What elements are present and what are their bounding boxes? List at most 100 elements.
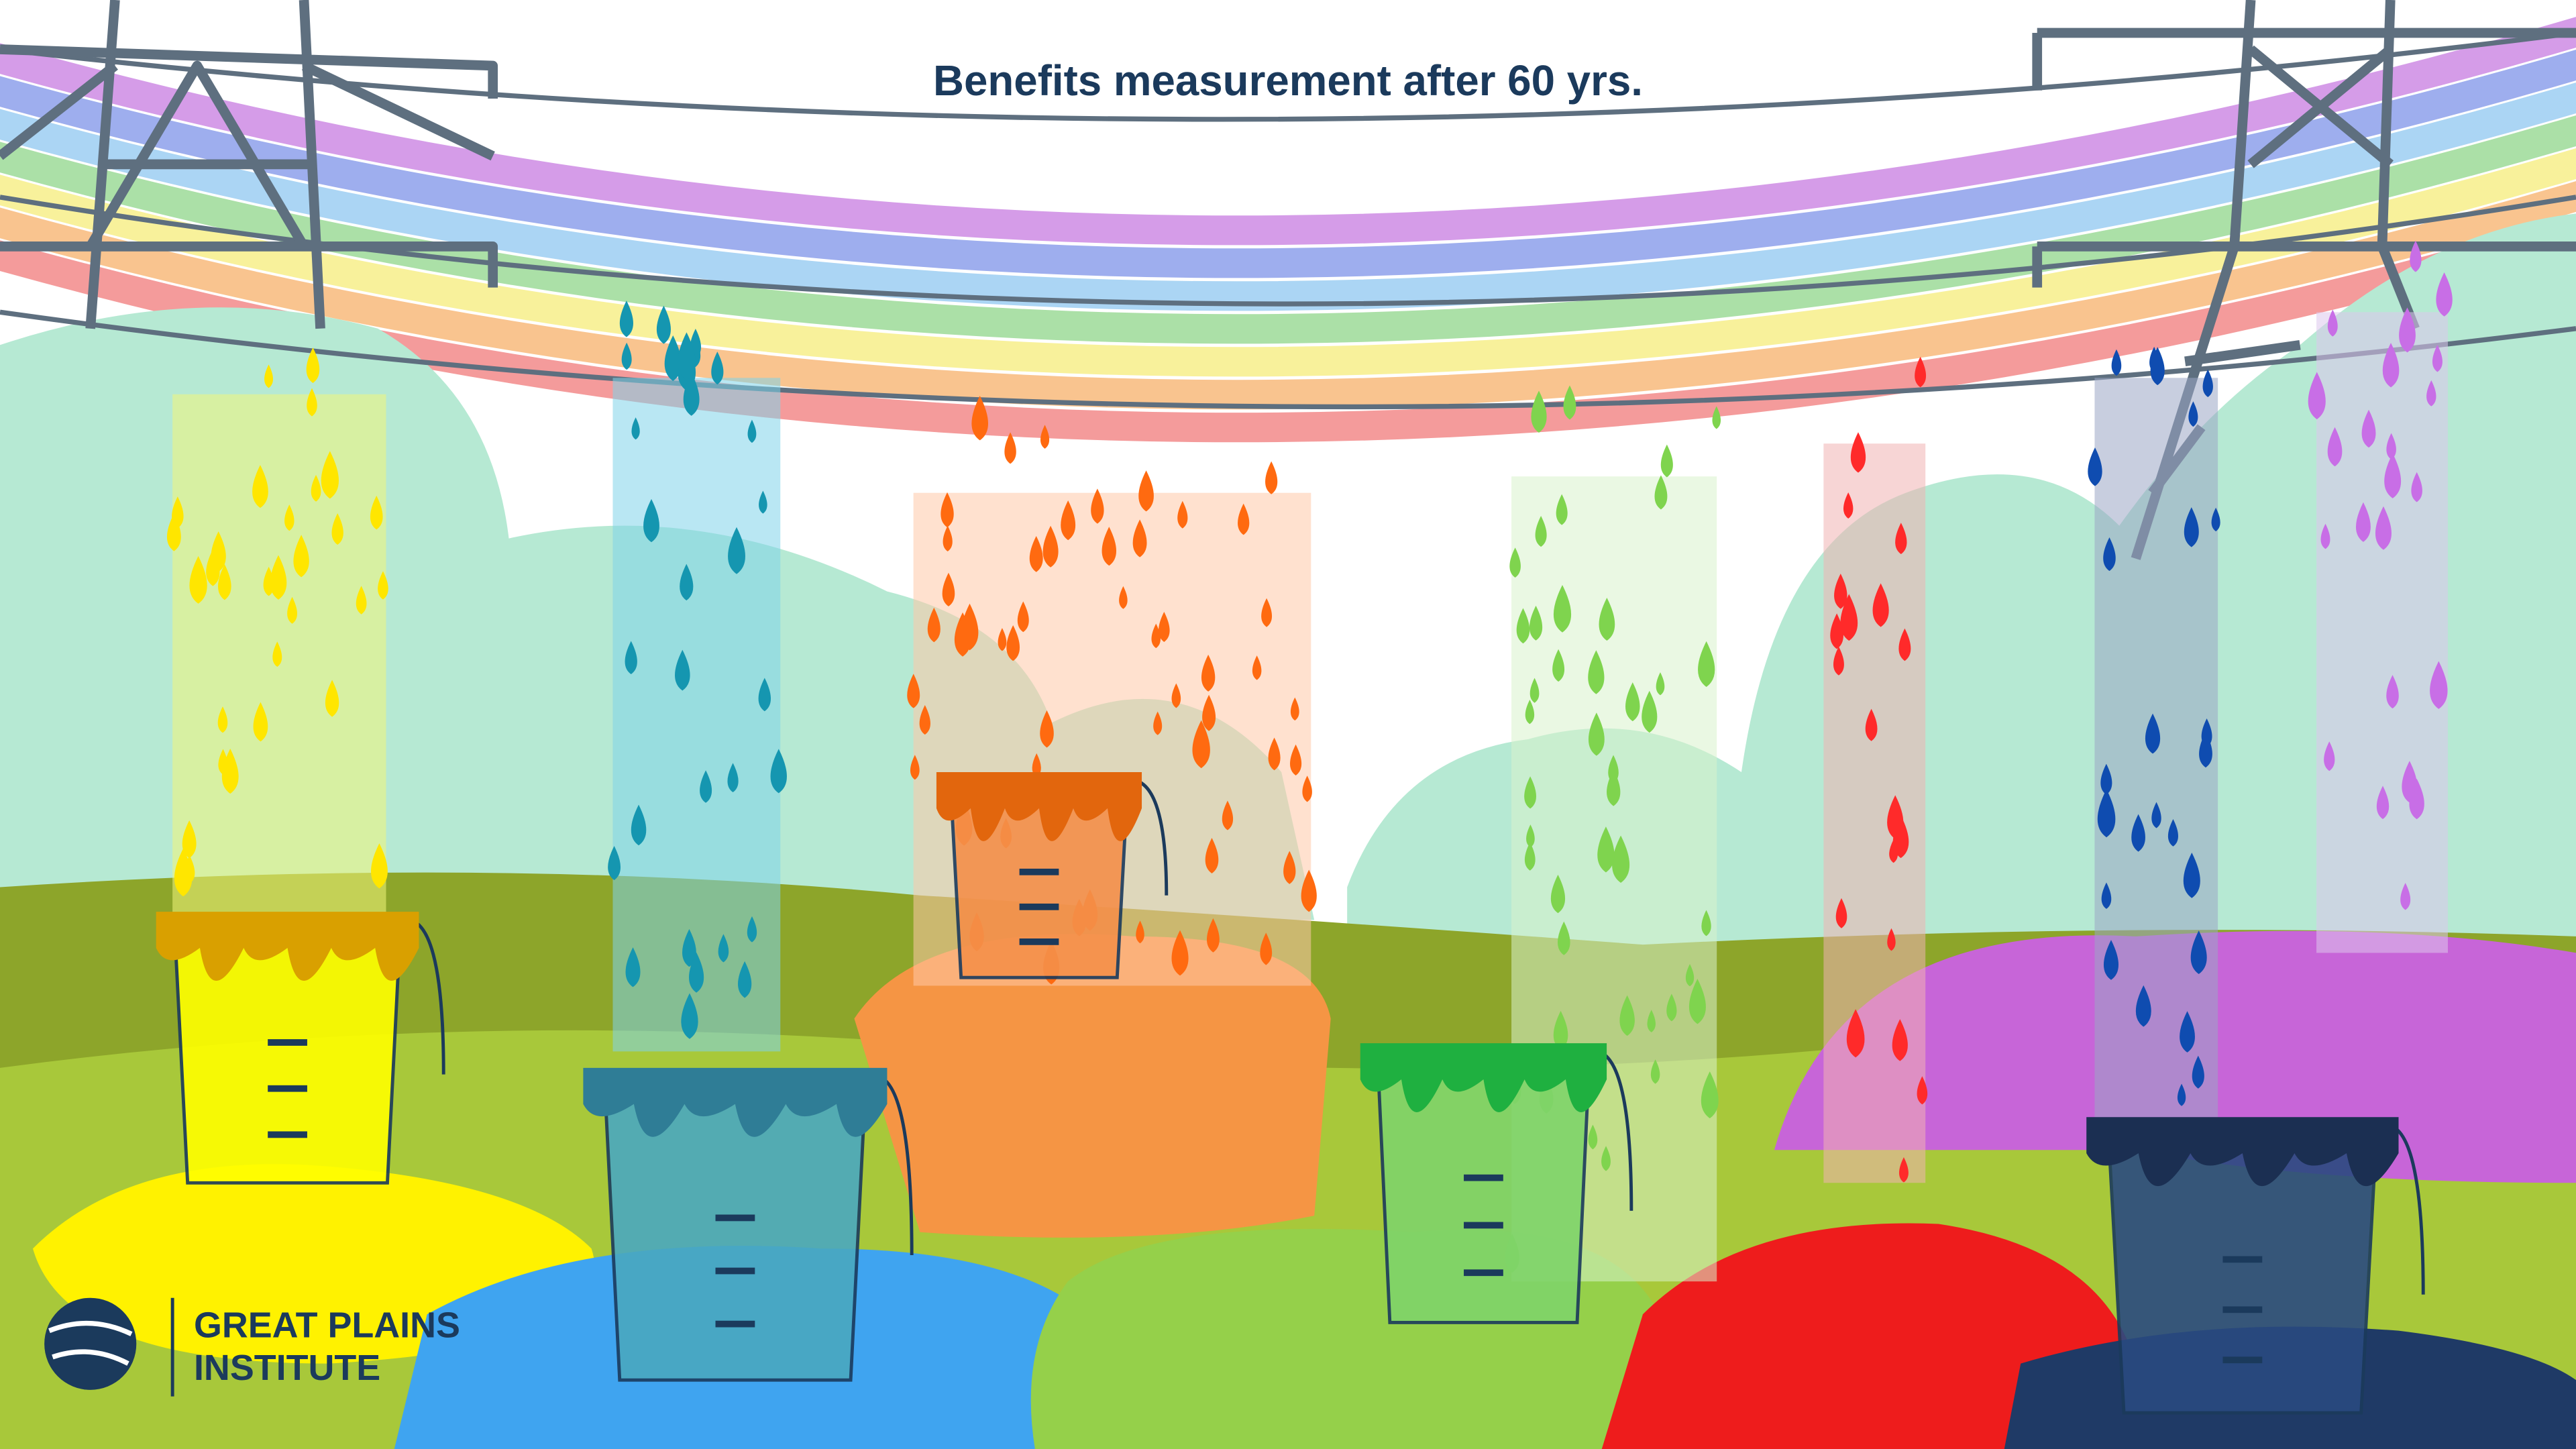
paint-drop	[1529, 605, 1543, 641]
paint-drop	[1865, 708, 1878, 741]
puddle	[1601, 1223, 2136, 1449]
paint-drop	[2432, 345, 2443, 372]
paint-drop	[2376, 786, 2390, 820]
paint-drop	[1171, 683, 1181, 708]
paint-drop	[2135, 985, 2151, 1027]
paint-drop	[727, 763, 739, 793]
bucket-mark	[1019, 903, 1059, 910]
paint-drop	[272, 641, 282, 667]
rainbow-band	[0, 82, 2576, 311]
rainbow-band	[0, 180, 2576, 410]
paint-drop	[1597, 826, 1615, 873]
paint-drop	[1887, 928, 1896, 951]
paint-drop	[264, 364, 273, 388]
bucket-mark	[1464, 1174, 1503, 1181]
paint-drop	[1889, 839, 1898, 863]
paint-drop	[625, 947, 641, 987]
paint-drop	[2103, 940, 2119, 980]
paint-drop	[1898, 628, 1911, 661]
paint-drop	[2436, 272, 2453, 317]
paint-drop	[941, 492, 954, 528]
paint-drop	[1260, 932, 1273, 965]
paint-drop	[1524, 776, 1536, 809]
paint-drop	[1685, 963, 1695, 987]
paint-drop	[211, 531, 226, 572]
paint-drop	[631, 417, 640, 440]
paint-drop	[1898, 1157, 1909, 1183]
paint-drop	[1688, 978, 1706, 1024]
paint-drop	[1650, 1059, 1660, 1084]
paint-drop	[1017, 601, 1029, 633]
paint-drop	[1516, 608, 1530, 644]
paint-drop	[1531, 390, 1547, 433]
paint-drop	[1701, 910, 1711, 936]
paint-drop	[2177, 1083, 2186, 1106]
paint-drop	[321, 451, 339, 499]
paint-drop	[1887, 795, 1904, 839]
paint-drop	[2192, 1055, 2204, 1089]
paint-drop	[306, 347, 320, 384]
paint-drop	[166, 513, 181, 551]
paint-drop	[1892, 1019, 1908, 1061]
paint-drop	[682, 928, 696, 967]
paint-drop	[680, 564, 694, 601]
paint-drop	[675, 649, 690, 691]
rainbow-band	[0, 148, 2576, 377]
bucket-mark	[1464, 1269, 1503, 1277]
paint-drop	[1666, 994, 1677, 1022]
bucket-mark	[268, 1085, 307, 1092]
paint-drop	[1840, 594, 1858, 641]
paint-drop	[1656, 672, 1665, 696]
paint-drop	[1552, 649, 1565, 682]
bucket-paint	[936, 772, 1146, 841]
light-beam	[612, 378, 781, 1052]
bucket-paint	[156, 912, 425, 981]
paint-drop	[287, 596, 297, 624]
bucket-mark	[715, 1320, 755, 1328]
paint-drop	[1557, 921, 1570, 955]
paint-drop	[1529, 678, 1540, 703]
paint-drop	[621, 342, 632, 370]
paint-drop	[747, 419, 757, 443]
paint-drop	[1252, 655, 1262, 680]
paint-drop	[688, 952, 704, 993]
paint-drop	[1553, 585, 1572, 633]
paint-drop	[2327, 427, 2343, 467]
title: Benefits measurement after 60 yrs.	[933, 57, 1643, 105]
paint-drop	[263, 566, 274, 596]
paint-drop	[1032, 753, 1041, 777]
paint-drop	[1006, 625, 1020, 661]
light-beam	[1823, 443, 1926, 1183]
paint-drop	[2426, 380, 2436, 407]
bucket-paint	[1360, 1043, 1612, 1112]
paint-drop	[284, 504, 294, 531]
paint-drop	[1177, 500, 1188, 529]
paint-drop	[1843, 492, 1854, 519]
paint-drop	[2375, 506, 2392, 550]
bucket-mark	[268, 1039, 307, 1046]
paint-drop	[1654, 475, 1668, 510]
bucket-paint	[2086, 1117, 2406, 1187]
paint-drop	[1712, 406, 1721, 429]
bucket-paint	[583, 1067, 894, 1137]
paint-drop	[971, 395, 989, 441]
paint-drop	[221, 748, 239, 794]
paint-drop	[1061, 500, 1076, 541]
wires	[0, 30, 2576, 410]
paint-drop	[2088, 447, 2102, 486]
paint-drop	[217, 706, 228, 733]
wire	[0, 309, 2576, 410]
paint-drop	[2190, 930, 2207, 975]
paint-drop	[2324, 741, 2335, 771]
paint-drop	[1701, 1071, 1719, 1119]
paint-drop	[747, 916, 757, 943]
paint-drop	[2327, 309, 2338, 337]
paint-drop	[253, 702, 268, 742]
paint-drop	[370, 495, 383, 530]
paint-drop	[1158, 612, 1170, 642]
paint-drop	[1607, 769, 1621, 806]
paint-drop	[184, 855, 195, 884]
paint-drop	[1563, 385, 1576, 420]
paint-drop	[1619, 995, 1635, 1036]
paint-drop	[711, 352, 724, 385]
